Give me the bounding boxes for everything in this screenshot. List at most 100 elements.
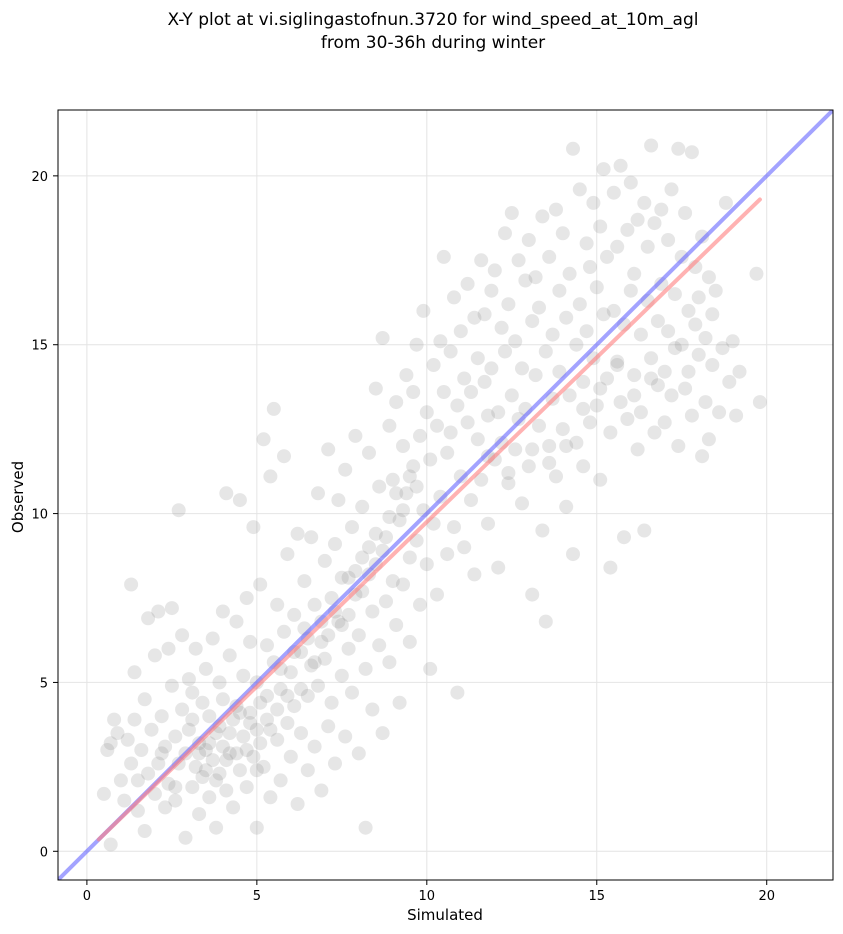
scatter-point [613,158,628,173]
scatter-point [620,222,635,237]
scatter-point [674,337,689,352]
scatter-point [399,486,414,501]
scatter-point [283,749,298,764]
scatter-point [243,705,258,720]
scatter-point [253,695,268,710]
x-axis-label: Simulated [407,906,483,924]
scatter-point [175,628,190,643]
scatter-point [402,634,417,649]
scatter-point [613,395,628,410]
scatter-point [375,331,390,345]
x-tick-label: 0 [83,889,91,904]
scatter-point [627,266,642,281]
scatter-point [328,756,342,771]
scatter-point [304,658,319,673]
scatter-point [372,479,387,494]
scatter-point [406,385,421,399]
scatter-point [515,496,529,511]
plot-frame [57,109,834,881]
scatter-point [701,432,716,447]
scatter-point [181,672,196,687]
scatter-point [178,830,193,845]
scatter-point [654,202,669,217]
scatter-point [266,401,281,416]
scatter-point [280,688,295,703]
scatter-point [430,587,444,602]
scatter-point [667,341,682,356]
scatter-point [396,503,410,518]
scatter-point [192,746,207,761]
scatter-point [181,722,196,737]
scatter-point [263,469,278,484]
scatter-point [508,442,523,457]
scatter-point [413,597,427,612]
scatter-point [569,337,584,352]
scatter-point [362,567,376,582]
scatter-point [545,327,560,342]
scatter-point [198,763,213,778]
scatter-point [222,726,237,741]
scatter-point [477,307,492,322]
scatter-point [158,800,173,815]
chart-title-line-1: X-Y plot at vi.siglingastofnun.3720 for … [167,10,698,30]
x-tick-label: 15 [588,889,605,904]
scatter-point [392,513,407,528]
scatter-point [232,763,247,778]
scatter-point [600,371,614,386]
scatter-point [603,560,618,575]
scatter-point [202,736,217,751]
scatter-point [606,185,621,200]
scatter-point [328,537,342,551]
scatter-point [402,469,417,484]
scatter-point [229,614,244,629]
scatter-point [263,722,278,737]
scatter-point [572,297,587,312]
scatter-point [498,344,512,359]
scatter-point [334,570,349,585]
scatter-point [185,780,200,795]
scatter-point [348,587,363,602]
scatter-point [470,432,485,447]
scatter-point [317,553,332,568]
scatter-point [647,425,662,440]
scatter-point [334,668,349,683]
y-axis-label: Observed [9,461,27,533]
scatter-point [640,239,655,254]
scatter-point [555,422,570,437]
chart-title: X-Y plot at vi.siglingastofnun.3720 for … [167,10,698,53]
scatter-point [324,695,339,710]
scatter-point [341,641,356,656]
scatter-point [239,743,254,757]
scatter-point [474,472,489,487]
scatter-point [107,712,122,727]
scatter-point [633,327,648,342]
scatter-point [379,594,393,609]
scatter-point [443,344,458,359]
scatter-point [239,591,254,605]
scatter-point [219,486,234,501]
scatter-point [253,736,268,751]
scatter-point [423,661,438,676]
scatter-point [498,226,512,241]
scatter-point [559,310,574,325]
scatter-point [341,570,356,585]
scatter-point [212,766,227,781]
scatter-point [732,364,747,379]
scatter-point [389,486,404,501]
scatter-point [678,381,693,396]
scatter-point [124,577,139,592]
scatter-point [243,634,258,649]
scatter-point [219,783,234,798]
scatter-point [338,729,353,744]
scatter-point [487,452,502,467]
scatter-point [528,270,543,285]
scatter-point [141,766,156,781]
scatter-point [681,364,696,379]
scatter-point [450,398,465,413]
scatter-point [382,510,397,524]
scatter-point [382,418,397,433]
scatter-point [525,587,540,602]
scatter-point [256,432,271,447]
scatter-point [464,493,478,508]
